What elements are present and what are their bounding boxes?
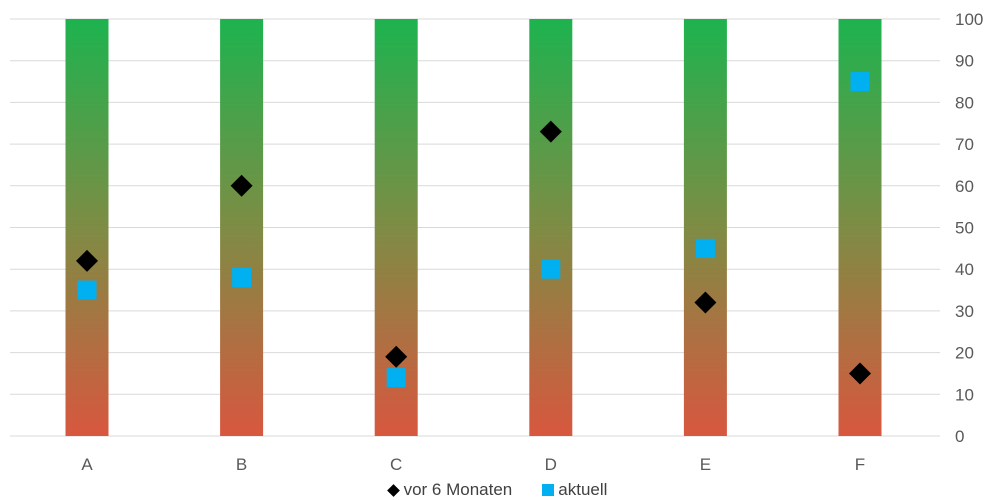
point-vor-6-monaten xyxy=(76,249,98,272)
point-aktuell xyxy=(232,268,252,288)
x-tick-label: F xyxy=(855,455,865,474)
axes: 0 10 20 30 40 50 60 70 80 90 100 A B C D E F xyxy=(81,10,983,474)
y-tick-label: 30 xyxy=(955,302,974,321)
x-tick-label: C xyxy=(390,455,402,474)
point-aktuell xyxy=(695,238,715,258)
y-tick-label: 80 xyxy=(955,93,974,112)
square-icon xyxy=(542,484,555,496)
y-tick-label: 0 xyxy=(955,427,964,446)
x-tick-label: D xyxy=(545,455,557,474)
point-vor-6-monaten xyxy=(694,291,717,314)
point-vor-6-monaten xyxy=(230,174,253,197)
gradient-column xyxy=(220,19,264,436)
y-tick-label: 50 xyxy=(955,219,974,238)
x-tick-label: E xyxy=(700,455,711,474)
y-tick-label: 100 xyxy=(955,10,983,29)
y-tick-label: 60 xyxy=(955,177,974,196)
y-tick-label: 10 xyxy=(955,385,974,404)
legend: vor 6 Monaten aktuell xyxy=(0,480,996,500)
y-tick-label: 20 xyxy=(955,344,974,363)
y-tick-label: 70 xyxy=(955,135,974,154)
point-vor-6-monaten xyxy=(849,362,871,385)
point-vor-6-monaten xyxy=(539,120,562,143)
gradient-columns xyxy=(65,19,882,436)
point-aktuell xyxy=(850,72,870,92)
y-tick-label: 90 xyxy=(955,52,974,71)
gridlines xyxy=(10,18,940,437)
legend-label-before: vor 6 Monaten xyxy=(403,480,513,499)
point-aktuell xyxy=(541,259,561,279)
gradient-column xyxy=(529,19,573,436)
legend-item-current: aktuell xyxy=(542,480,607,500)
point-aktuell xyxy=(386,368,406,388)
point-vor-6-monaten xyxy=(385,345,408,368)
point-aktuell xyxy=(77,280,97,300)
x-tick-label: B xyxy=(236,455,247,474)
diamond-icon xyxy=(386,483,400,497)
legend-item-before: vor 6 Monaten xyxy=(386,480,513,500)
data-points xyxy=(76,72,871,388)
gradient-column xyxy=(65,19,109,436)
y-tick-label: 40 xyxy=(955,260,974,279)
x-tick-label: A xyxy=(81,455,93,474)
gradient-column xyxy=(683,19,727,436)
legend-label-current: aktuell xyxy=(558,480,608,499)
